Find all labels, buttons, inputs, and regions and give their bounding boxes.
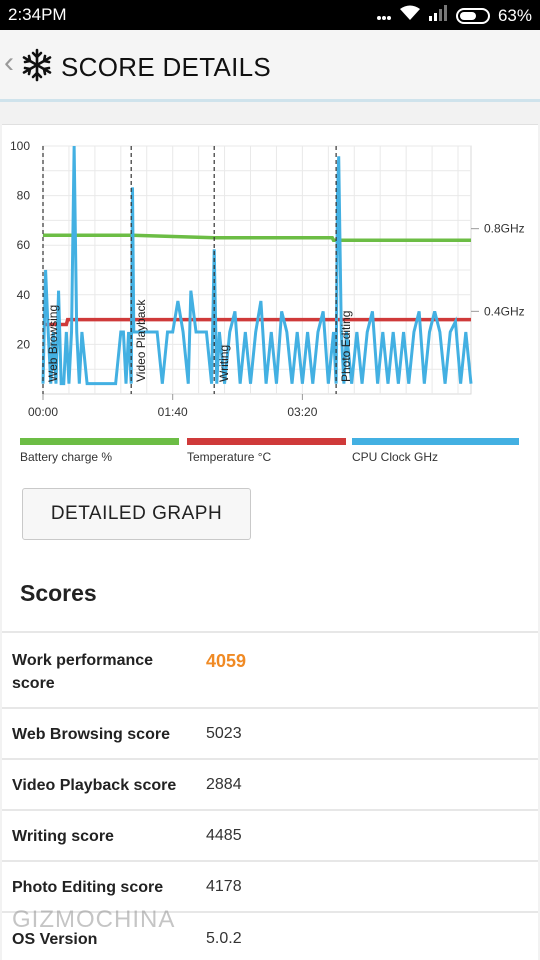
legend-temperature: Temperature °C — [187, 438, 346, 464]
score-value: 2884 — [206, 776, 242, 793]
y-tick-label: 40 — [17, 288, 31, 302]
scores-table: Work performance score 4059 Web Browsing… — [2, 631, 538, 960]
score-row-writing: Writing score 4485 — [2, 809, 538, 860]
more-dots-icon — [376, 6, 392, 26]
score-row-web-browsing: Web Browsing score 5023 — [2, 707, 538, 758]
legend-swatch — [352, 438, 519, 445]
legend-label: Temperature °C — [187, 450, 272, 464]
gizmochina-watermark: GIZMOCHINA — [12, 906, 176, 933]
score-label: Web Browsing score — [12, 726, 170, 743]
x-tick-label: 01:40 — [158, 405, 188, 419]
phase-label: Video Playback — [134, 299, 148, 383]
score-label: Writing score — [12, 828, 114, 845]
phase-label: Writing — [217, 345, 231, 382]
legend-label: CPU Clock GHz — [352, 450, 439, 464]
wifi-icon — [399, 5, 420, 26]
score-value: 4178 — [206, 878, 242, 895]
series-line — [41, 145, 473, 386]
score-label: Photo Editing score — [12, 879, 164, 896]
score-value: 4059 — [206, 651, 247, 671]
back-chevron-icon[interactable]: ‹ — [4, 46, 14, 79]
y-tick-label: 60 — [17, 238, 31, 252]
status-time: 2:34PM — [8, 5, 67, 24]
signal-icon — [428, 5, 448, 26]
detailed-graph-button[interactable]: DETAILED GRAPH — [22, 488, 251, 540]
scores-heading: Scores — [20, 580, 97, 606]
score-value: 4485 — [206, 827, 242, 844]
score-label-line: score — [12, 675, 55, 692]
score-label: Work performance score — [12, 649, 153, 695]
score-row-os-version: OS Version 5.0.2 — [2, 911, 538, 960]
phase-label: Photo Editing — [339, 311, 353, 382]
score-label-line: Work performance — [12, 652, 154, 669]
chart-legend: Battery charge % Temperature °C CPU Cloc… — [20, 438, 520, 468]
phase-label: Web Browsing — [46, 305, 60, 382]
score-row-video-playback: Video Playback score 2884 — [2, 758, 538, 809]
page-title: SCORE DETAILS — [61, 52, 272, 82]
y-tick-label: 20 — [17, 337, 31, 351]
battery-icon — [455, 7, 490, 24]
right-tick-label: 0.8GHz — [484, 222, 525, 236]
battery-percent: 63% — [497, 5, 532, 25]
y-tick-label: 100 — [10, 139, 30, 153]
score-chart[interactable]: 20 40 60 80 100 0.4GHz 0.8GHz 00:00 01:40 03:20 We… — [0, 124, 540, 424]
legend-swatch — [187, 438, 346, 445]
legend-swatch — [20, 438, 179, 445]
app-bar: ‹ SCORE DETAILS — [0, 30, 540, 102]
right-tick-label: 0.4GHz — [484, 304, 525, 318]
legend-battery: Battery charge % — [20, 438, 179, 464]
snowflake-icon[interactable] — [20, 48, 54, 82]
score-value: 5023 — [206, 725, 242, 742]
status-bar: 2:34PM 63% — [0, 0, 540, 30]
legend-label: Battery charge % — [20, 450, 113, 464]
y-tick-label: 80 — [17, 189, 31, 203]
score-value: 5.0.2 — [206, 930, 242, 947]
score-row-photo-editing: Photo Editing score 4178 — [2, 860, 538, 911]
status-icons: 63% — [376, 5, 532, 26]
score-label: Video Playback score — [12, 777, 177, 794]
x-tick-label: 03:20 — [287, 405, 317, 419]
legend-cpu-clock: CPU Clock GHz — [352, 438, 519, 464]
x-tick-label: 00:00 — [28, 405, 58, 419]
score-row-work-performance: Work performance score 4059 — [2, 631, 538, 707]
score-label: OS Version — [12, 931, 98, 948]
